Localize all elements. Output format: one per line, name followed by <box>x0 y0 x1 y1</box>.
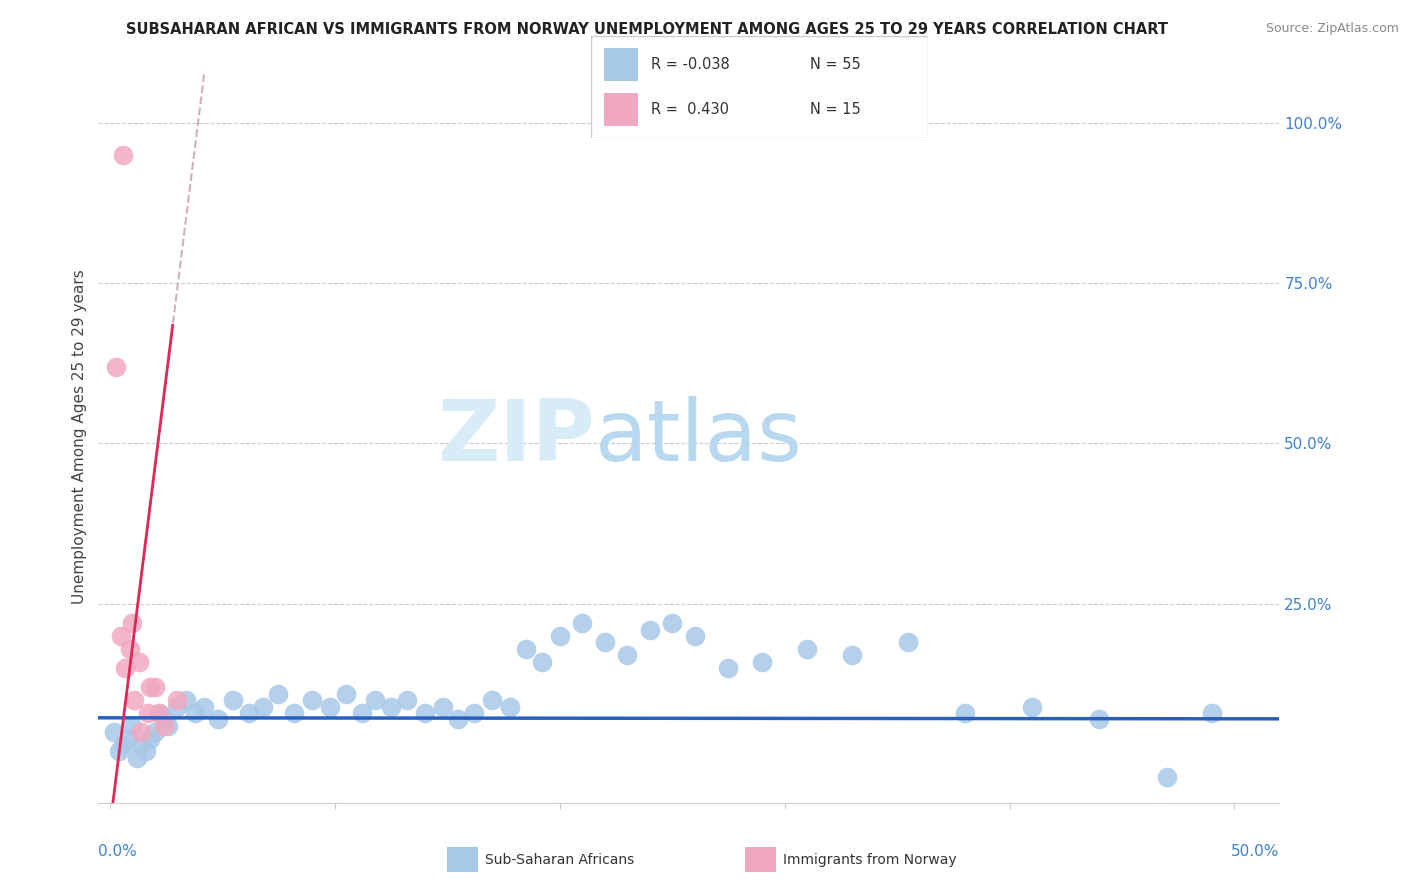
Point <box>129 738 152 752</box>
Point <box>1088 712 1111 726</box>
Point <box>616 648 638 663</box>
Text: atlas: atlas <box>595 395 803 479</box>
Point <box>335 687 357 701</box>
Point <box>751 655 773 669</box>
FancyBboxPatch shape <box>605 93 638 126</box>
Point <box>499 699 522 714</box>
Point <box>125 751 148 765</box>
Point <box>661 616 683 631</box>
FancyBboxPatch shape <box>591 36 928 138</box>
Point <box>593 635 616 649</box>
Point <box>222 693 245 707</box>
Text: R =  0.430: R = 0.430 <box>651 102 730 117</box>
Point <box>1201 706 1223 720</box>
Point <box>135 744 157 758</box>
Point <box>193 699 215 714</box>
Point <box>112 738 135 752</box>
Point <box>184 706 207 720</box>
Point <box>301 693 323 707</box>
Point <box>796 641 818 656</box>
Point <box>395 693 418 707</box>
Point <box>148 706 170 720</box>
Text: N = 55: N = 55 <box>810 57 860 72</box>
Point <box>118 641 141 656</box>
Point <box>252 699 274 714</box>
Point <box>174 693 197 707</box>
Text: Source: ZipAtlas.com: Source: ZipAtlas.com <box>1265 22 1399 36</box>
Point <box>267 687 290 701</box>
Text: ZIP: ZIP <box>437 395 595 479</box>
Point <box>350 706 373 720</box>
Point <box>897 635 920 649</box>
Point <box>1156 770 1178 784</box>
Point <box>683 629 706 643</box>
Point <box>124 693 146 707</box>
Point <box>953 706 976 720</box>
Point <box>571 616 593 631</box>
Point <box>413 706 436 720</box>
Point <box>432 699 454 714</box>
Point <box>143 725 166 739</box>
Point <box>283 706 305 720</box>
Text: 50.0%: 50.0% <box>1232 845 1279 859</box>
Text: SUBSAHARAN AFRICAN VS IMMIGRANTS FROM NORWAY UNEMPLOYMENT AMONG AGES 25 TO 29 YE: SUBSAHARAN AFRICAN VS IMMIGRANTS FROM NO… <box>125 22 1168 37</box>
Point <box>143 681 166 695</box>
Point <box>107 744 129 758</box>
Point <box>110 629 132 643</box>
Point <box>121 616 143 631</box>
Point <box>447 712 470 726</box>
Text: N = 15: N = 15 <box>810 102 860 117</box>
Point <box>1021 699 1043 714</box>
Point <box>128 655 150 669</box>
Point <box>319 699 342 714</box>
Point <box>548 629 571 643</box>
Point <box>148 706 170 720</box>
Text: 0.0%: 0.0% <box>98 845 138 859</box>
Point <box>152 719 174 733</box>
Point <box>207 712 229 726</box>
Point <box>103 725 125 739</box>
Point <box>481 693 503 707</box>
Point <box>129 725 152 739</box>
Text: Immigrants from Norway: Immigrants from Norway <box>783 853 956 867</box>
FancyBboxPatch shape <box>605 48 638 81</box>
Text: R = -0.038: R = -0.038 <box>651 57 730 72</box>
Point <box>238 706 260 720</box>
Text: Sub-Saharan Africans: Sub-Saharan Africans <box>485 853 634 867</box>
Point <box>157 719 180 733</box>
Point <box>152 712 174 726</box>
Point <box>380 699 402 714</box>
Point <box>117 731 139 746</box>
Y-axis label: Unemployment Among Ages 25 to 29 years: Unemployment Among Ages 25 to 29 years <box>72 269 87 605</box>
Point <box>364 693 387 707</box>
Point <box>114 661 136 675</box>
Point <box>841 648 863 663</box>
Point <box>105 359 128 374</box>
Point <box>530 655 553 669</box>
Point <box>166 699 188 714</box>
Point <box>139 681 162 695</box>
Point <box>717 661 740 675</box>
Point <box>112 148 135 162</box>
Point <box>638 623 661 637</box>
Point <box>463 706 485 720</box>
Point <box>121 719 143 733</box>
Point <box>139 731 162 746</box>
Point <box>166 693 188 707</box>
Point <box>136 706 159 720</box>
Point <box>515 641 537 656</box>
